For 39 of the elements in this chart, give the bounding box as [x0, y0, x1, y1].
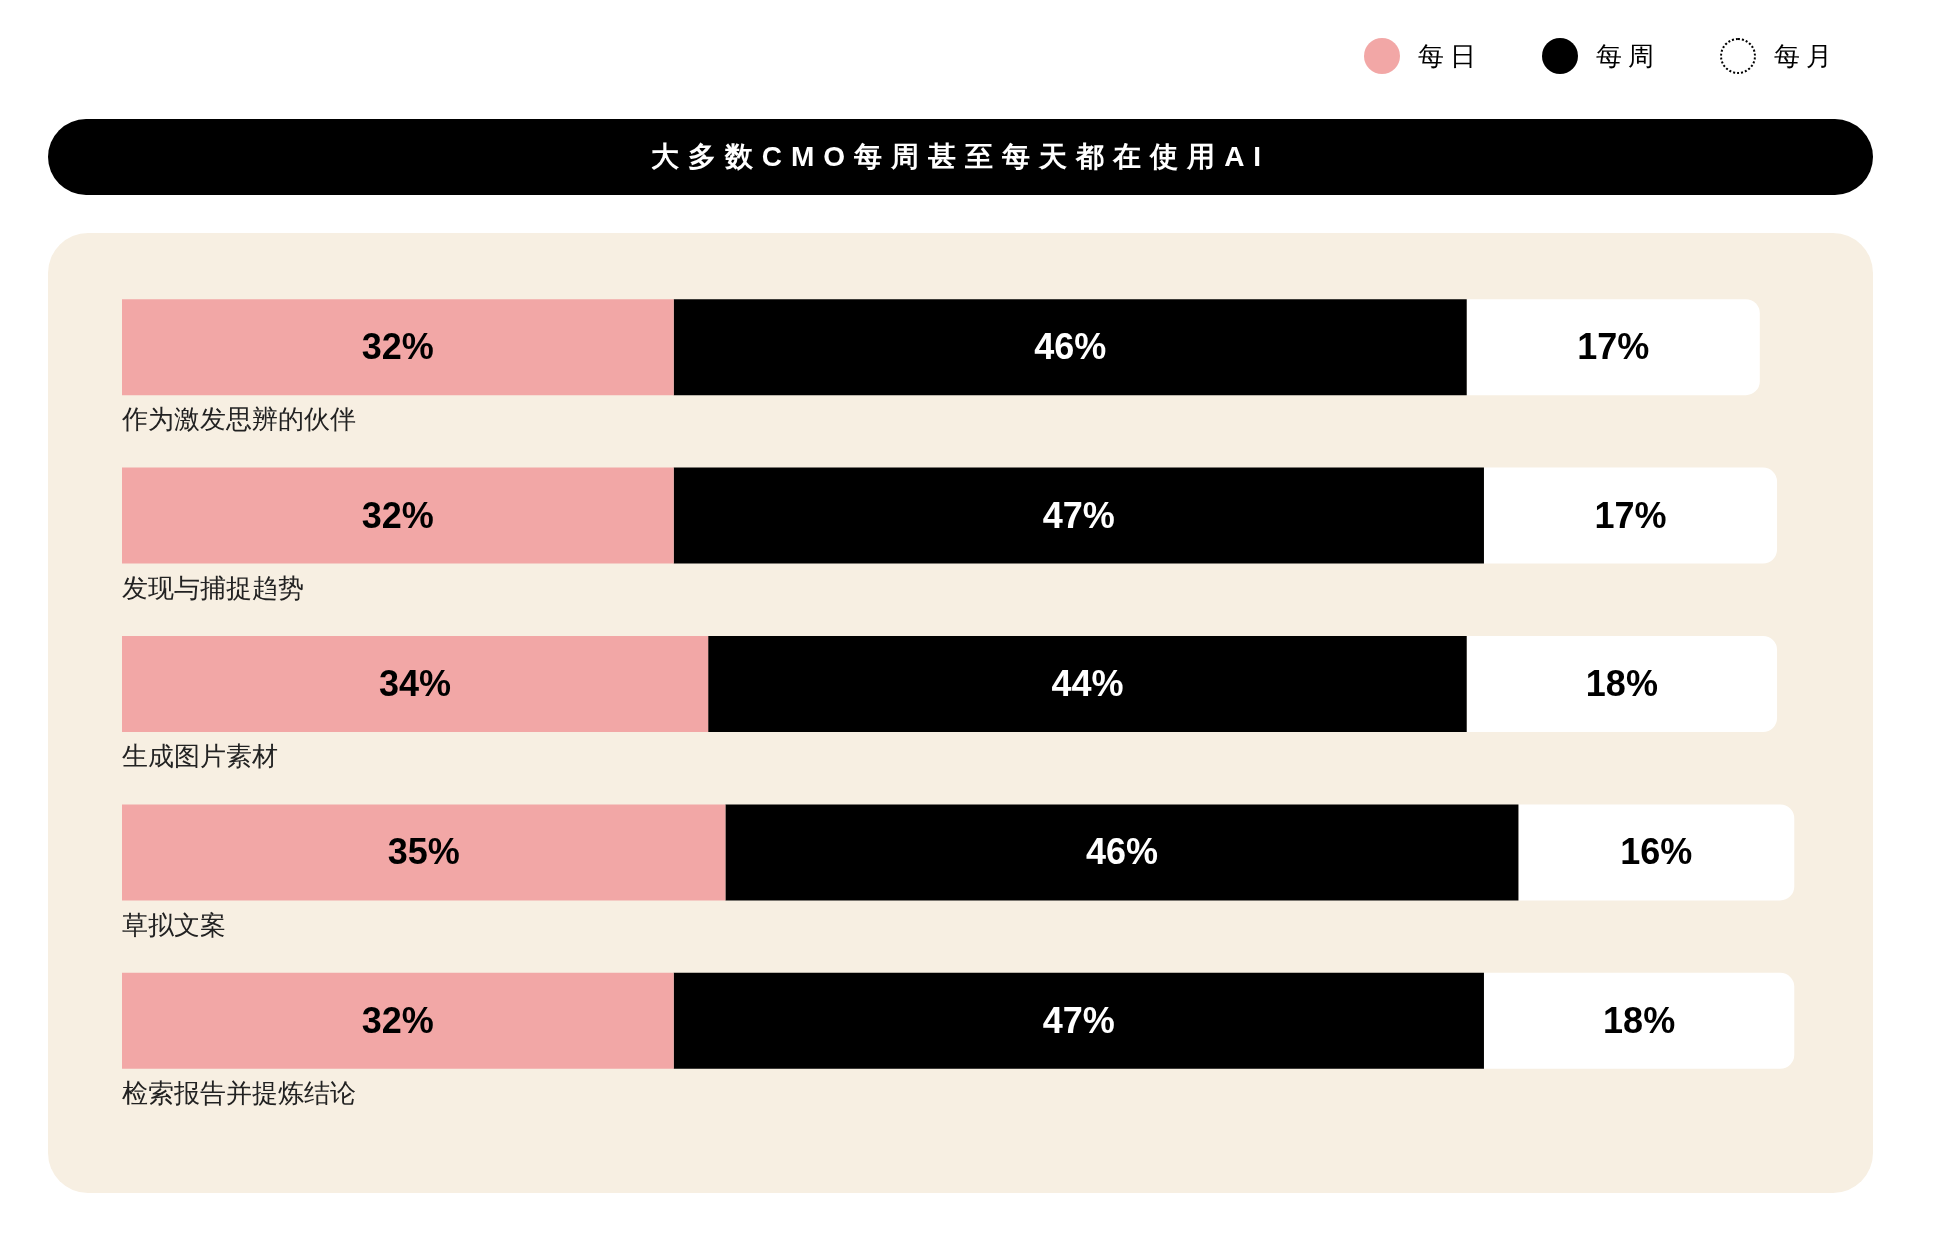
data-label: 47% [1042, 999, 1115, 1041]
data-label: 16% [1620, 831, 1693, 873]
y-tick-label: 草拟文案 [122, 909, 226, 940]
bar [1466, 636, 1778, 732]
y-tick-label: 发现与捕捉趋势 [122, 572, 304, 603]
bar [708, 636, 1467, 732]
bar [122, 972, 674, 1069]
data-label: 32% [361, 494, 434, 536]
legend-label: 每日 [1418, 39, 1482, 73]
data-label: 46% [1085, 831, 1158, 873]
data-label: 18% [1603, 999, 1676, 1041]
data-label: 47% [1042, 494, 1115, 536]
data-label: 32% [361, 326, 434, 368]
bar [673, 467, 1484, 564]
bar [122, 299, 674, 396]
bar [673, 299, 1467, 396]
legend-label: 每周 [1596, 39, 1660, 73]
bar [122, 467, 674, 564]
data-label: 17% [1577, 326, 1650, 368]
data-label: 44% [1051, 662, 1124, 704]
chart-title: 大多数CMO每周甚至每天都在使用AI [48, 119, 1873, 195]
bar [1483, 972, 1795, 1069]
y-tick-label: 检索报告并提炼结论 [122, 1077, 356, 1108]
y-tick-label: 作为激发思辨的伙伴 [121, 404, 356, 435]
legend-label: 每月 [1774, 39, 1838, 73]
data-label: 17% [1594, 494, 1667, 536]
y-tick-label: 生成图片素材 [122, 741, 278, 772]
data-label: 46% [1034, 326, 1107, 368]
bar [1483, 467, 1778, 564]
data-label: 18% [1585, 662, 1658, 704]
data-label: 32% [361, 999, 434, 1041]
bar [1518, 804, 1795, 901]
bar [122, 804, 726, 901]
bar [122, 636, 709, 732]
bar [725, 804, 1519, 901]
bar [673, 972, 1484, 1069]
data-label: 34% [379, 662, 452, 704]
bar [1466, 299, 1760, 396]
data-label: 35% [387, 831, 460, 873]
